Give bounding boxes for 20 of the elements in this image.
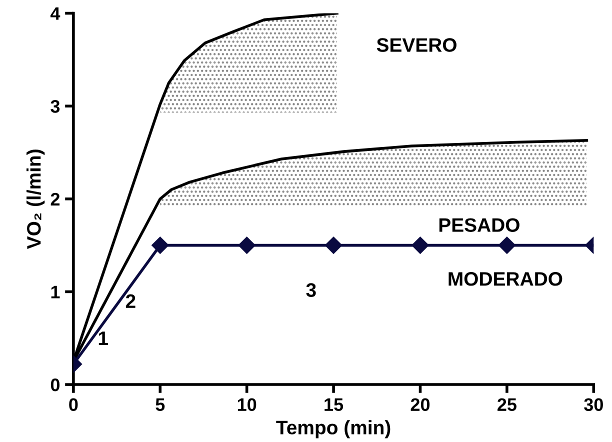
y-axis-title: VO₂ (l/min) bbox=[26, 150, 45, 249]
annotation: 1 bbox=[98, 332, 108, 346]
x-tick-label: 10 bbox=[238, 398, 256, 411]
x-tick-label: 25 bbox=[498, 398, 516, 411]
x-axis-title: Tempo (min) bbox=[276, 420, 390, 438]
x-tick-label: 15 bbox=[324, 398, 344, 411]
x-tick-label: 0 bbox=[69, 398, 78, 411]
annotation: 3 bbox=[306, 283, 316, 297]
annotation: 2 bbox=[126, 294, 136, 308]
x-tick-label: 20 bbox=[410, 398, 430, 411]
y-tick-label: 2 bbox=[50, 192, 60, 206]
x-tick-label: 5 bbox=[156, 398, 165, 411]
annotation: PESADO bbox=[439, 218, 520, 232]
y-tick-label: 1 bbox=[51, 286, 60, 298]
annotation: MODERADO bbox=[448, 272, 562, 286]
x-tick-label: 30 bbox=[584, 398, 603, 412]
y-tick-label: 0 bbox=[50, 378, 60, 392]
annotation: SEVERO bbox=[376, 38, 456, 52]
y-tick-label: 4 bbox=[50, 7, 60, 20]
y-tick-label: 3 bbox=[50, 100, 60, 113]
